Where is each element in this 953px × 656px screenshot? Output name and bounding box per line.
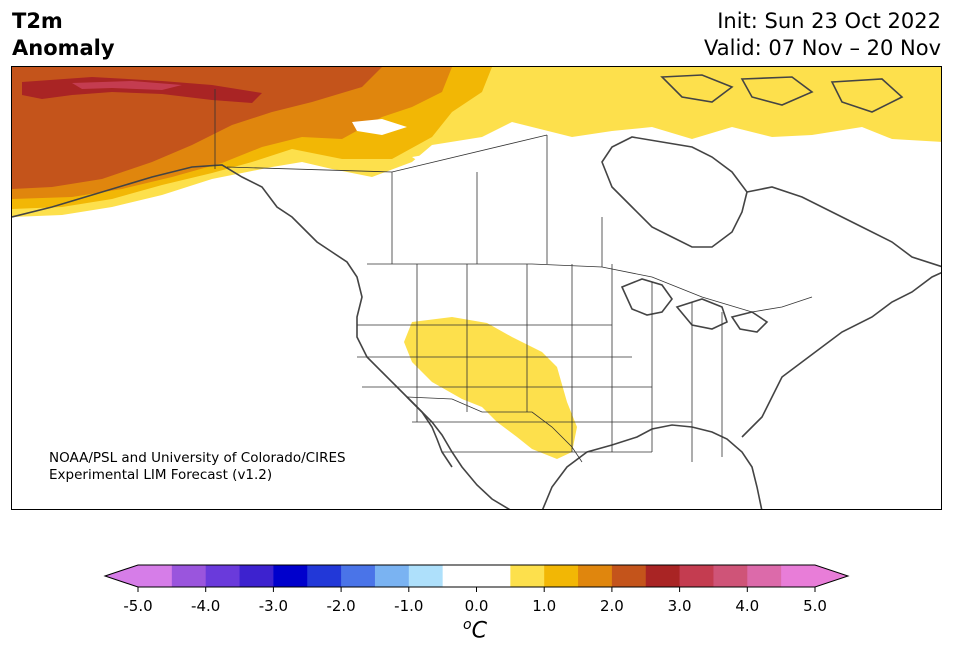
colorbar-unit: oC: [463, 617, 487, 643]
credit-text: NOAA/PSL and University of Colorado/CIRE…: [49, 450, 346, 484]
colorbar-cells: [138, 565, 816, 587]
political-borders: [214, 89, 813, 463]
colorbar-cell: [442, 565, 477, 587]
labrador: [746, 186, 941, 268]
colorbar-cell: [679, 565, 714, 587]
title-line-1: T2m: [12, 9, 63, 33]
gulf-coast: [541, 424, 763, 509]
valid-date: Valid: 07 Nov – 20 Nov: [704, 36, 941, 60]
shade-0-5-west: [404, 317, 577, 459]
shade-3-0-north: [72, 81, 182, 90]
colorbar-cell: [273, 565, 308, 587]
colorbar-cell: [307, 565, 342, 587]
colorbar-cell: [611, 565, 647, 587]
us-states-rows: [357, 324, 692, 453]
colorbar-cell: [138, 565, 173, 587]
credit-line-1: NOAA/PSL and University of Colorado/CIRE…: [49, 450, 346, 466]
colorbar-cell: [341, 565, 376, 587]
colorbar-cell: [578, 565, 613, 587]
init-date: Init: Sun 23 Oct 2022: [717, 9, 941, 33]
colorbar: [103, 564, 850, 592]
colorbar-ticks: [137, 587, 816, 592]
colorbar-tick-label: 3.0: [667, 597, 692, 615]
arctic-islands: [660, 74, 904, 113]
colorbar-tick-label: 1.0: [532, 597, 557, 615]
credit-line-2: Experimental LIM Forecast (v1.2): [49, 467, 273, 483]
map-canvas: [12, 67, 941, 509]
colorbar-cell: [510, 565, 545, 587]
date-info: Init: Sun 23 Oct 2022 Valid: 07 Nov – 20…: [704, 8, 941, 62]
colorbar-tick-label: -2.0: [326, 597, 356, 615]
map-title: T2m Anomaly: [12, 8, 115, 62]
anomaly-map: [11, 66, 942, 510]
great-lakes: [620, 278, 769, 333]
colorbar-over-arrow: [815, 565, 848, 587]
colorbar-cell: [544, 565, 579, 587]
shade-2-0-north: [12, 67, 382, 189]
colorbar-tick-labels: -5.0 -4.0 -3.0 -2.0 -1.0 0.0 1.0 2.0 3.0 4.0 5.0: [0, 597, 953, 617]
degree-symbol: o: [463, 617, 472, 633]
colorbar-tick-label: 2.0: [599, 597, 624, 615]
us-states-cols: [416, 264, 723, 462]
colorbar-tick-label: 0.0: [464, 597, 489, 615]
colorbar-cell: [171, 565, 207, 587]
colorbar-cell: [781, 565, 816, 587]
pacific-coast: [12, 164, 511, 509]
colorbar-cell: [747, 565, 782, 587]
colorbar-tick-label: -4.0: [191, 597, 221, 615]
colorbar-cell: [713, 565, 748, 587]
colorbar-cell: [408, 565, 444, 587]
coastlines: [12, 74, 941, 509]
shade-white-gap-2: [412, 152, 452, 167]
colorbar-under-arrow: [105, 565, 138, 587]
colorbar-tick-label: 4.0: [735, 597, 760, 615]
colorbar-cell: [476, 565, 511, 587]
colorbar-tick-label: -3.0: [258, 597, 289, 615]
canadian-provinces: [226, 134, 603, 267]
shade-white-gap-1: [352, 119, 407, 135]
colorbar-cell: [645, 565, 681, 587]
baja-california: [406, 396, 453, 468]
us-canada-border: [367, 263, 813, 313]
colorbar-tick-label: -1.0: [394, 597, 424, 615]
hudson-bay: [601, 136, 748, 248]
unit-text: C: [471, 618, 487, 644]
colorbar-tick-label: 5.0: [803, 597, 827, 615]
anomaly-shading: [12, 67, 941, 459]
colorbar-tick-label: -5.0: [123, 597, 153, 615]
title-line-2: Anomaly: [12, 36, 115, 60]
colorbar-cell: [205, 565, 241, 587]
atlantic-coast: [741, 272, 941, 438]
colorbar-cell: [239, 565, 274, 587]
colorbar-cell: [374, 565, 410, 587]
